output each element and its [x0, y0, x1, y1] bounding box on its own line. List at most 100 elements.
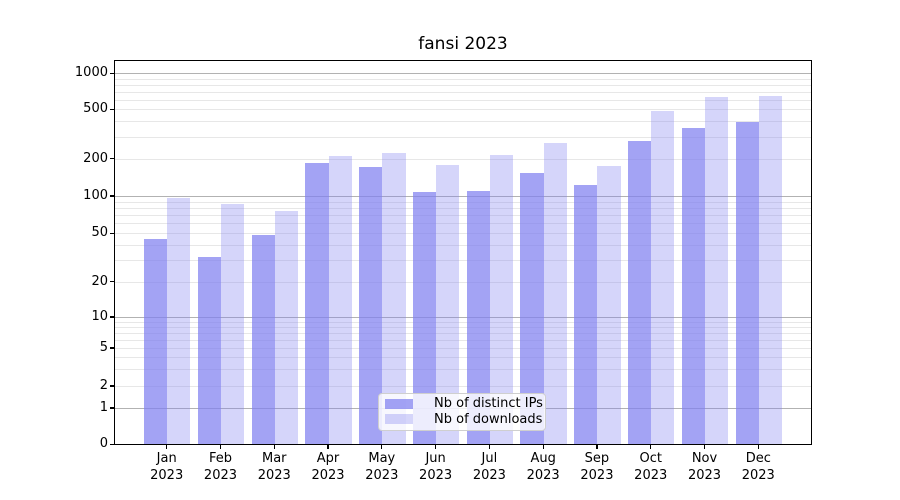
x-tick: [650, 444, 652, 449]
bar-distinct-ips-mar: [251, 234, 275, 444]
bar-downloads-jan: [167, 198, 191, 444]
gridline-minor: [114, 386, 811, 387]
legend-label-downloads: Nb of downloads: [434, 411, 543, 427]
bar-distinct-ips-aug: [520, 172, 544, 444]
y-tick-label: 100: [83, 188, 108, 203]
x-tick-year: 2023: [203, 467, 238, 483]
x-tick-year: 2023: [472, 467, 506, 483]
y-tick: [109, 158, 114, 160]
bar-distinct-ips-may: [359, 167, 383, 444]
gridline-minor: [114, 223, 811, 225]
gridline-minor: [114, 84, 811, 86]
bar-downloads-nov: [705, 97, 729, 444]
legend-row-distinct-ips: Nb of distinct IPs: [385, 396, 543, 411]
bar-distinct-ips-dec: [735, 121, 759, 444]
gridline-minor: [114, 332, 811, 334]
x-tick: [757, 444, 759, 449]
x-tick-year: 2023: [419, 467, 453, 483]
bar-distinct-ips-feb: [197, 257, 221, 444]
bar-distinct-ips-jan: [144, 239, 168, 444]
gridline-minor: [114, 233, 811, 235]
x-tick-year: 2023: [311, 467, 345, 483]
bar-downloads-aug: [543, 142, 567, 444]
x-tick-label: Nov 2023: [677, 451, 733, 484]
y-tick-label: 2: [99, 378, 108, 393]
gridline-minor: [114, 245, 811, 247]
gridline-minor: [114, 158, 811, 160]
x-tick: [488, 444, 490, 449]
x-tick-label: Jan 2023: [139, 451, 195, 484]
x-tick: [327, 444, 329, 449]
y-tick-label: 1: [99, 400, 108, 415]
legend-row-downloads: Nb of downloads: [385, 412, 542, 427]
y-tick: [109, 281, 114, 283]
gridline-minor: [114, 321, 811, 323]
x-tick-label: Oct 2023: [623, 451, 679, 484]
gridline-minor: [114, 121, 811, 123]
y-tick-label: 10: [91, 309, 108, 324]
x-tick-year: 2023: [580, 467, 614, 483]
plot-area: [113, 59, 812, 445]
y-tick: [109, 443, 114, 445]
x-tick-year: 2023: [257, 467, 291, 483]
gridline-major: [114, 73, 811, 75]
x-tick-label: Apr 2023: [300, 451, 356, 484]
gridline-minor: [114, 78, 811, 80]
legend-swatch-downloads: [385, 414, 413, 425]
gridline-minor: [114, 326, 811, 328]
bar-downloads-jun: [436, 165, 460, 444]
x-tick: [435, 444, 437, 449]
x-tick-year: 2023: [741, 467, 775, 483]
y-tick: [109, 347, 114, 349]
x-tick: [542, 444, 544, 449]
bar-distinct-ips-nov: [681, 127, 705, 444]
bar-downloads-dec: [758, 96, 782, 444]
x-tick-year: 2023: [365, 467, 399, 483]
x-tick-label: Sep 2023: [569, 451, 625, 484]
gridline-minor: [114, 136, 811, 138]
y-tick: [109, 108, 114, 110]
gridline-minor: [114, 91, 811, 93]
x-tick-year: 2023: [687, 467, 722, 483]
y-tick-label: 500: [83, 101, 108, 117]
x-tick-label: Jun 2023: [408, 451, 464, 484]
bar-downloads-sep: [597, 166, 621, 444]
x-tick: [273, 444, 275, 449]
gridline-major: [114, 196, 811, 197]
y-tick: [109, 407, 114, 409]
gridline-minor: [114, 99, 811, 101]
x-tick-year: 2023: [150, 467, 184, 483]
gridline-minor: [114, 215, 811, 217]
gridline-minor: [114, 339, 811, 341]
gridline-minor: [114, 369, 811, 371]
x-tick: [703, 444, 706, 449]
y-tick: [109, 385, 114, 387]
bar-distinct-ips-sep: [574, 185, 598, 444]
chart-title: fansi 2023: [418, 34, 508, 54]
y-tick: [109, 72, 114, 74]
gridline-minor: [114, 281, 811, 283]
x-tick-label: Mar 2023: [246, 451, 302, 484]
bar-distinct-ips-jul: [466, 191, 490, 444]
x-tick: [219, 444, 222, 449]
x-tick-label: Jul 2023: [461, 451, 517, 484]
legend-swatch-distinct-ips: [385, 398, 413, 409]
bar-distinct-ips-apr: [305, 162, 329, 444]
y-tick-label: 1000: [74, 65, 108, 81]
x-tick: [166, 444, 168, 449]
y-tick: [109, 195, 114, 197]
gridline-minor: [114, 357, 811, 359]
gridline-minor: [114, 348, 811, 349]
bar-downloads-feb: [220, 203, 245, 444]
x-tick: [596, 444, 598, 449]
y-tick: [109, 316, 114, 318]
gridline-major: [114, 317, 811, 318]
gridline-minor: [114, 109, 811, 111]
y-tick: [109, 232, 114, 234]
bar-downloads-jul: [489, 155, 514, 444]
bar-distinct-ips-oct: [628, 141, 652, 444]
y-tick-label: 20: [91, 273, 108, 289]
x-tick-label: May 2023: [354, 451, 410, 484]
gridline-minor: [114, 201, 811, 203]
